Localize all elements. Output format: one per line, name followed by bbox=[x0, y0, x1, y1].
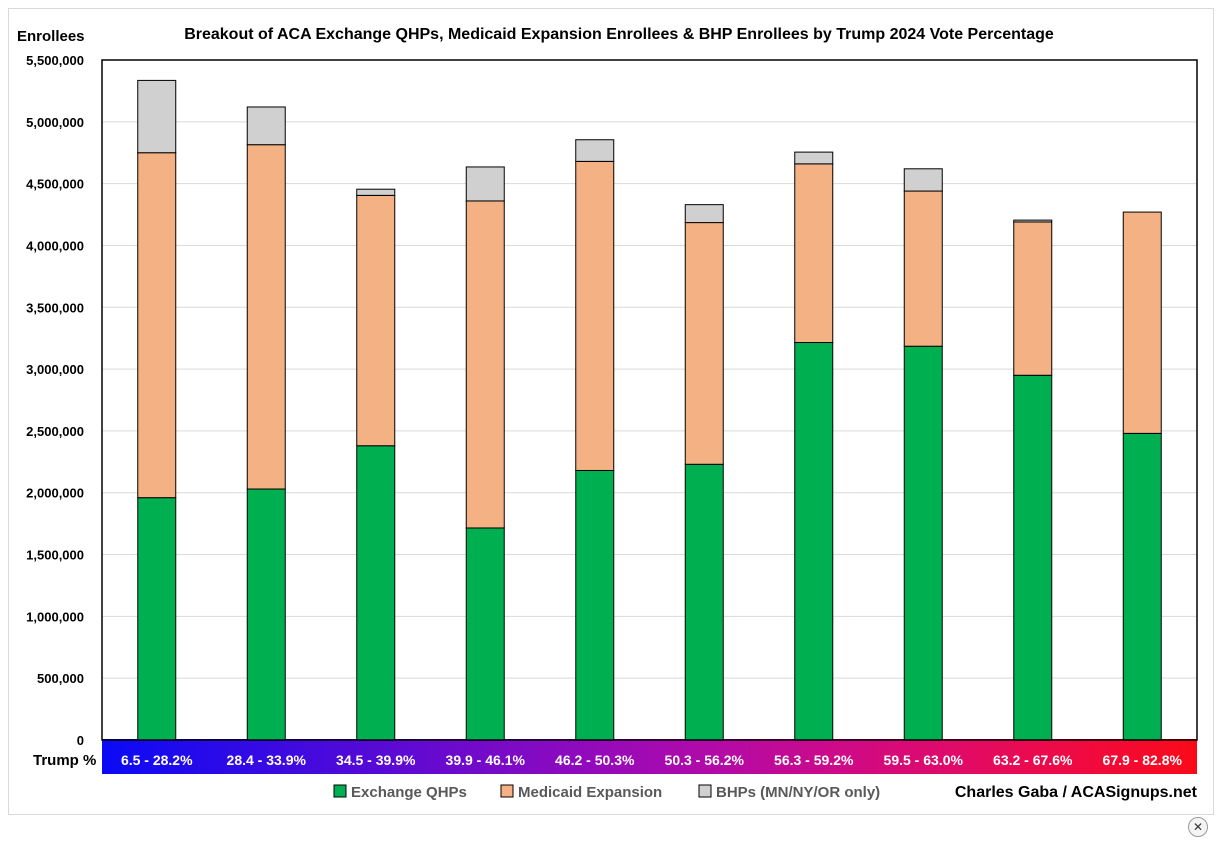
legend-label: BHPs (MN/NY/OR only) bbox=[716, 784, 880, 801]
chart-title: Breakout of ACA Exchange QHPs, Medicaid … bbox=[184, 26, 1054, 43]
bar-segment bbox=[575, 139, 615, 162]
bar-segment bbox=[575, 160, 615, 471]
bar-segment bbox=[1013, 374, 1053, 741]
legend: Exchange QHPs Medicaid Expansion BHPs (MN/… bbox=[333, 784, 880, 801]
x-tick-label: 59.5 - 63.0% bbox=[884, 752, 964, 768]
bar-segment bbox=[465, 527, 505, 741]
y-tick-label: 2,500,000 bbox=[26, 424, 84, 439]
y-tick-label: 1,000,000 bbox=[26, 609, 84, 624]
bar-segment bbox=[575, 469, 615, 741]
y-tick-label: 3,000,000 bbox=[26, 362, 84, 377]
x-tick-label: 39.9 - 46.1% bbox=[446, 752, 526, 768]
bar-segment bbox=[137, 497, 177, 741]
legend-swatch bbox=[333, 784, 347, 798]
y-tick-label: 4,500,000 bbox=[26, 177, 84, 192]
x-tick-label: 63.2 - 67.6% bbox=[993, 752, 1073, 768]
chart-frame: Breakout of ACA Exchange QHPs, Medicaid … bbox=[8, 8, 1214, 815]
bar-segment bbox=[794, 151, 834, 165]
bar-segment bbox=[356, 445, 396, 741]
x-axis-label: Trump % bbox=[33, 752, 96, 769]
bar-segment bbox=[1013, 221, 1053, 376]
bar-segment bbox=[903, 345, 943, 741]
x-tick-label: 56.3 - 59.2% bbox=[774, 752, 854, 768]
x-tick-label: 34.5 - 39.9% bbox=[336, 752, 416, 768]
bar-segment bbox=[1013, 219, 1053, 223]
y-tick-label: 500,000 bbox=[37, 671, 84, 686]
bar-segment bbox=[465, 200, 505, 529]
bar-segment bbox=[246, 488, 286, 741]
bar-segment bbox=[1122, 432, 1162, 741]
x-tick-label: 46.2 - 50.3% bbox=[555, 752, 635, 768]
bar-segment bbox=[246, 144, 286, 490]
bar-segment bbox=[903, 190, 943, 347]
credit-text: Charles Gaba / ACASignups.net bbox=[955, 784, 1198, 801]
bar-segment bbox=[684, 463, 724, 741]
legend-swatch bbox=[698, 784, 712, 798]
stacked-bar-chart: Breakout of ACA Exchange QHPs, Medicaid … bbox=[17, 26, 1198, 801]
y-tick-label: 1,500,000 bbox=[26, 548, 84, 563]
bar-segment bbox=[465, 166, 505, 202]
bar-segment bbox=[684, 222, 724, 465]
bar-segment bbox=[137, 152, 177, 499]
bar-segment bbox=[356, 188, 396, 196]
x-tick-label: 6.5 - 28.2% bbox=[121, 752, 193, 768]
bar-segment bbox=[1122, 211, 1162, 434]
bar-segment bbox=[684, 204, 724, 224]
y-tick-label: 2,000,000 bbox=[26, 486, 84, 501]
y-tick-label: 4,000,000 bbox=[26, 238, 84, 253]
y-tick-label: 5,000,000 bbox=[26, 115, 84, 130]
bar-segment bbox=[794, 342, 834, 741]
x-tick-label: 28.4 - 33.9% bbox=[227, 752, 307, 768]
y-tick-label: 5,500,000 bbox=[26, 53, 84, 68]
bar-segment bbox=[903, 168, 943, 192]
y-tick-label: 3,500,000 bbox=[26, 300, 84, 315]
bar-segment bbox=[137, 79, 177, 154]
legend-label: Exchange QHPs bbox=[351, 784, 467, 801]
legend-label: Medicaid Expansion bbox=[518, 784, 662, 801]
y-tick-label: 0 bbox=[77, 733, 84, 748]
x-tick-label: 67.9 - 82.8% bbox=[1103, 752, 1183, 768]
bar-segment bbox=[246, 106, 286, 146]
bar-segment bbox=[356, 194, 396, 447]
bar-segment bbox=[794, 163, 834, 344]
plot-area-border bbox=[101, 59, 1198, 741]
x-axis-color-band bbox=[102, 739, 1197, 774]
close-button[interactable]: ✕ bbox=[1188, 817, 1208, 837]
y-axis-label: Enrollees bbox=[17, 28, 85, 45]
legend-swatch bbox=[500, 784, 514, 798]
x-tick-label: 50.3 - 56.2% bbox=[665, 752, 745, 768]
